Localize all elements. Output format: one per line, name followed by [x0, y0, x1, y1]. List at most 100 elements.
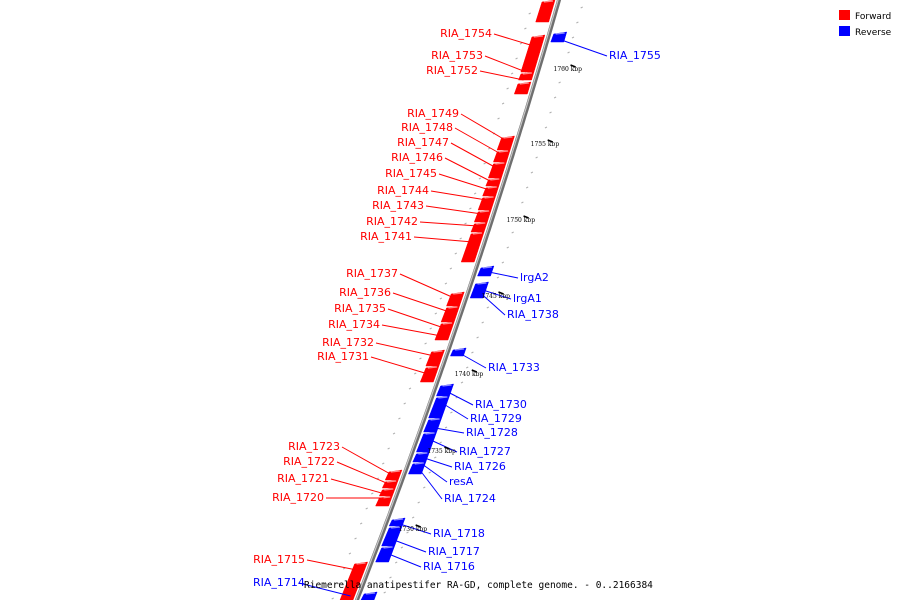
tick-marks — [331, 6, 583, 600]
tick — [580, 6, 583, 9]
reverse-gene-label: RIA_1716 — [423, 560, 475, 573]
label-leaders — [298, 33, 608, 597]
tick — [342, 567, 346, 570]
gene-shine — [472, 232, 483, 235]
forward-leader — [375, 342, 435, 357]
gene-shine — [430, 418, 440, 421]
gene-shine — [499, 150, 509, 153]
reverse-leader — [388, 553, 422, 568]
forward-gene-label: RIA_1732 — [322, 336, 374, 349]
forward-gene-label: RIA_1749 — [407, 107, 459, 120]
gene-shine — [442, 384, 452, 387]
kbp-tick — [471, 369, 478, 373]
tick — [413, 372, 417, 375]
tick — [496, 276, 500, 279]
tick — [439, 297, 443, 300]
tick — [428, 471, 431, 474]
gene-shine — [425, 432, 435, 435]
kbp-tick — [547, 139, 553, 143]
forward-leader — [381, 324, 442, 337]
kbp-label: 1730 kbp — [399, 526, 428, 533]
tick — [497, 117, 500, 120]
tick — [417, 501, 420, 504]
forward-leader — [419, 221, 478, 227]
tick — [530, 171, 534, 174]
forward-gene-label: RIA_1737 — [346, 267, 398, 280]
gene-shine — [503, 136, 513, 139]
gene-shine — [477, 282, 487, 285]
reverse-leader — [488, 271, 519, 279]
forward-leader — [425, 205, 482, 215]
tick — [525, 186, 529, 189]
tick — [571, 36, 575, 39]
kbp-label: 1750 kbp — [507, 217, 536, 224]
tick — [434, 456, 437, 459]
tick — [511, 231, 514, 234]
kbp-markers: 1760 kbp 1755 kbp 1750 kbp 1745 kbp 1740 kbp… — [399, 64, 582, 533]
kbp-label: 1735 kbp — [427, 448, 456, 455]
gene-shine — [418, 452, 428, 455]
forward-gene-label: RIA_1721 — [277, 472, 329, 485]
reverse-gene-label: RIA_1728 — [466, 426, 518, 439]
tick — [354, 537, 357, 540]
forward-leader — [370, 356, 429, 375]
reverse-gene-label: RIA_1733 — [488, 361, 540, 374]
tick — [535, 156, 538, 159]
reverse-gene-label: resA — [449, 475, 474, 488]
kbp-tick — [570, 64, 576, 68]
tick — [387, 447, 390, 450]
tick — [444, 282, 448, 285]
gene-shine — [555, 32, 565, 35]
tick — [465, 366, 469, 369]
tick — [506, 246, 510, 249]
tick — [434, 312, 438, 315]
gene-shine — [490, 178, 500, 181]
forward-leader — [430, 190, 487, 201]
reverse-leader — [447, 391, 474, 406]
tick — [486, 306, 490, 309]
tick — [519, 42, 523, 45]
gene-shine — [495, 162, 505, 165]
tick — [528, 12, 531, 15]
tick — [419, 357, 422, 360]
tick — [483, 162, 486, 165]
tick — [524, 27, 527, 30]
reverse-gene-label: RIA_1730 — [475, 398, 527, 411]
tick — [521, 201, 524, 204]
forward-leader — [330, 478, 386, 495]
tick — [460, 381, 464, 384]
tick — [398, 417, 401, 420]
tick — [408, 387, 412, 390]
forward-gene-label: RIA_1744 — [377, 184, 429, 197]
tick — [406, 531, 409, 534]
legend-reverse-swatch — [839, 26, 850, 36]
reverse-leader — [421, 463, 448, 483]
gene-labels: RIA_1754 RIA_1753 RIA_1752 RIA_1749RIA_1748… — [253, 27, 661, 589]
tick — [394, 561, 398, 564]
tick — [501, 261, 505, 264]
forward-gene-label: RIA_1742 — [366, 215, 418, 228]
forward-gene-label: RIA_1743 — [372, 199, 424, 212]
reverse-gene-label: RIA_1714 — [253, 576, 305, 589]
gene-shine — [356, 562, 366, 565]
gene-shine — [427, 366, 437, 369]
tick — [331, 597, 334, 600]
tick — [459, 237, 462, 240]
gene-blocks — [339, 0, 568, 600]
forward-gene-label: RIA_1741 — [360, 230, 412, 243]
forward-gene-label: RIA_1735 — [334, 302, 386, 315]
tick — [510, 72, 514, 75]
reverse-leader — [481, 293, 506, 316]
tick — [473, 192, 477, 195]
tick — [429, 327, 432, 330]
forward-leader — [454, 127, 502, 155]
forward-leader — [306, 559, 357, 571]
gene-shine — [522, 72, 532, 75]
forward-gene-label: RIA_1745 — [385, 167, 437, 180]
forward-leader — [484, 55, 527, 73]
forward-leader — [493, 33, 534, 47]
tick — [365, 507, 368, 510]
tick — [411, 516, 415, 519]
tick — [392, 432, 396, 435]
tick — [403, 402, 406, 405]
